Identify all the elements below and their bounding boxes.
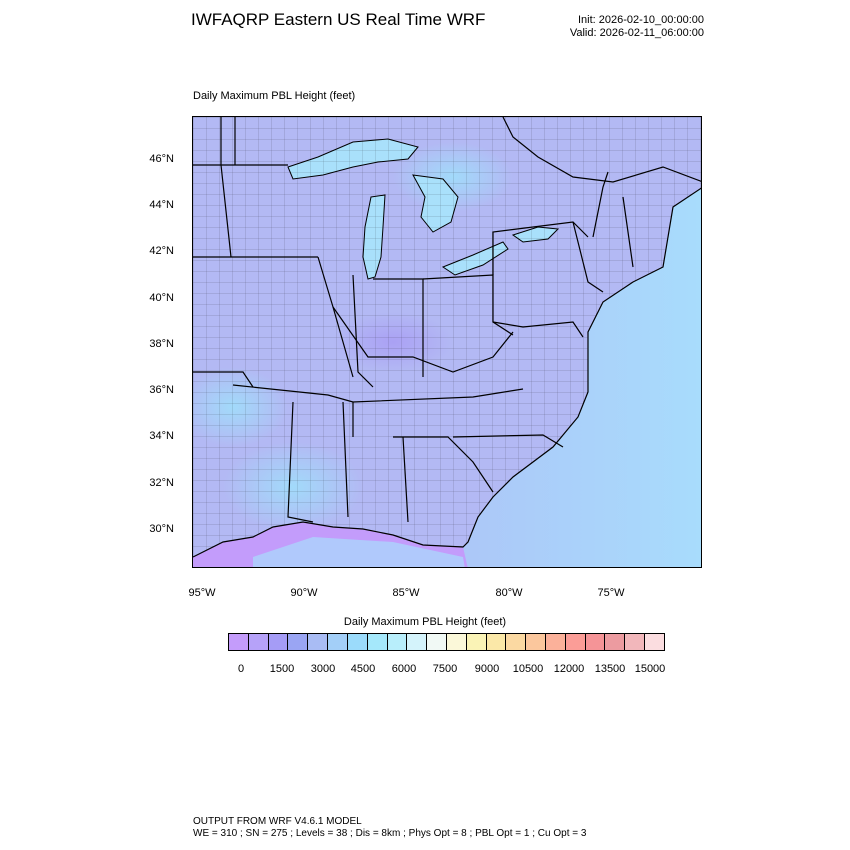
colorbar-label-6000: 6000 xyxy=(391,663,417,675)
colorbar-label-4500: 4500 xyxy=(350,663,376,675)
model-config-line: WE = 310 ; SN = 275 ; Levels = 38 ; Dis … xyxy=(193,828,587,839)
colorbar-cell xyxy=(605,634,626,650)
colorbar-label-9000: 9000 xyxy=(474,663,500,675)
lat-label-38: 38°N xyxy=(149,338,174,350)
lon-label-75: 75°W xyxy=(597,587,625,599)
colorbar-cell xyxy=(288,634,309,650)
colorbar-cell xyxy=(268,634,289,650)
lon-label-90: 90°W xyxy=(290,587,318,599)
colorbar-label-10500: 10500 xyxy=(512,663,544,675)
lat-label-36: 36°N xyxy=(149,384,174,396)
lat-label-42: 42°N xyxy=(149,245,174,257)
colorbar-cell xyxy=(308,634,329,650)
colorbar-label-3000: 3000 xyxy=(310,663,336,675)
colorbar-title: Daily Maximum PBL Height (feet) xyxy=(343,616,507,628)
init-time: Init: 2026-02-10_00:00:00 xyxy=(578,14,704,26)
coastline xyxy=(193,187,701,558)
colorbar-label-13500: 13500 xyxy=(594,663,626,675)
page-title: IWFAQRP Eastern US Real Time WRF xyxy=(191,10,486,29)
colorbar-cell xyxy=(585,634,606,650)
lat-label-32: 32°N xyxy=(149,477,174,489)
valid-time: Valid: 2026-02-11_06:00:00 xyxy=(569,27,704,39)
colorbar-cell xyxy=(466,634,487,650)
colorbar-cell xyxy=(347,634,368,650)
lon-label-95: 95°W xyxy=(188,587,216,599)
colorbar xyxy=(228,633,665,651)
colorbar-label-12000: 12000 xyxy=(553,663,585,675)
colorbar-cell xyxy=(248,634,269,650)
colorbar-cell xyxy=(546,634,566,650)
colorbar-cell xyxy=(328,634,348,650)
lat-label-40: 40°N xyxy=(149,292,174,304)
colorbar-cell xyxy=(427,634,447,650)
colorbar-cell xyxy=(565,634,586,650)
colorbar-cell xyxy=(367,634,388,650)
model-output-line: OUTPUT FROM WRF V4.6.1 MODEL xyxy=(193,816,362,827)
colorbar-cell xyxy=(526,634,546,650)
lat-label-30: 30°N xyxy=(149,523,174,535)
colorbar-label-15000: 15000 xyxy=(634,663,666,675)
map-subtitle: Daily Maximum PBL Height (feet) xyxy=(193,90,356,102)
colorbar-cell xyxy=(625,634,646,650)
colorbar-label-0: 0 xyxy=(237,663,245,675)
colorbar-label-1500: 1500 xyxy=(269,663,295,675)
colorbar-cell xyxy=(407,634,428,650)
lat-label-46: 46°N xyxy=(149,153,174,165)
colorbar-cell xyxy=(229,634,249,650)
map-svg xyxy=(193,117,701,567)
colorbar-cell xyxy=(506,634,527,650)
colorbar-cell xyxy=(645,634,664,650)
state-boundaries xyxy=(193,117,634,523)
international-border xyxy=(502,117,701,183)
colorbar-cell xyxy=(486,634,507,650)
colorbar-cell xyxy=(387,634,408,650)
lon-label-85: 85°W xyxy=(392,587,420,599)
lon-label-80: 80°W xyxy=(495,587,523,599)
lat-label-44: 44°N xyxy=(149,199,174,211)
colorbar-label-7500: 7500 xyxy=(432,663,458,675)
gulf-light-area xyxy=(253,537,465,567)
map-panel xyxy=(192,116,702,568)
colorbar-cell xyxy=(446,634,467,650)
lat-label-34: 34°N xyxy=(149,430,174,442)
